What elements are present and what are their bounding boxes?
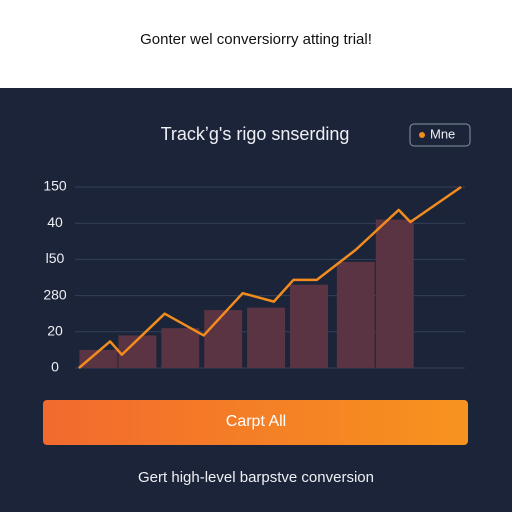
y-axis-label: 20 [47, 323, 63, 339]
y-axis-label: 150 [43, 178, 67, 194]
bar [290, 284, 328, 368]
y-axis-label: 0 [51, 359, 59, 375]
button-label[interactable]: Carpt All [226, 413, 286, 430]
button[interactable] [43, 400, 468, 445]
top-band [0, 0, 512, 88]
legend-label: Mne [430, 126, 455, 141]
legend-swatch [419, 132, 425, 138]
bar [161, 328, 200, 368]
y-axis-label: l50 [46, 250, 65, 266]
chart-title: Trackʼg's rigo snserding [161, 124, 350, 144]
bar [204, 310, 243, 368]
bar [79, 349, 118, 368]
plot: 150 40 l50 280 20 0 [43, 178, 465, 375]
legend [409, 123, 471, 147]
header-title: Gonter wel conversiorry atting trial! [140, 31, 372, 48]
y-axis-label: 280 [43, 286, 67, 302]
bar [375, 219, 414, 368]
panel [0, 88, 512, 512]
footer-text: Gert high-level barpstve conversion [138, 469, 374, 486]
line [78, 185, 462, 369]
bar [336, 261, 375, 368]
y-axis-label: 40 [47, 214, 63, 230]
bar [247, 307, 286, 368]
